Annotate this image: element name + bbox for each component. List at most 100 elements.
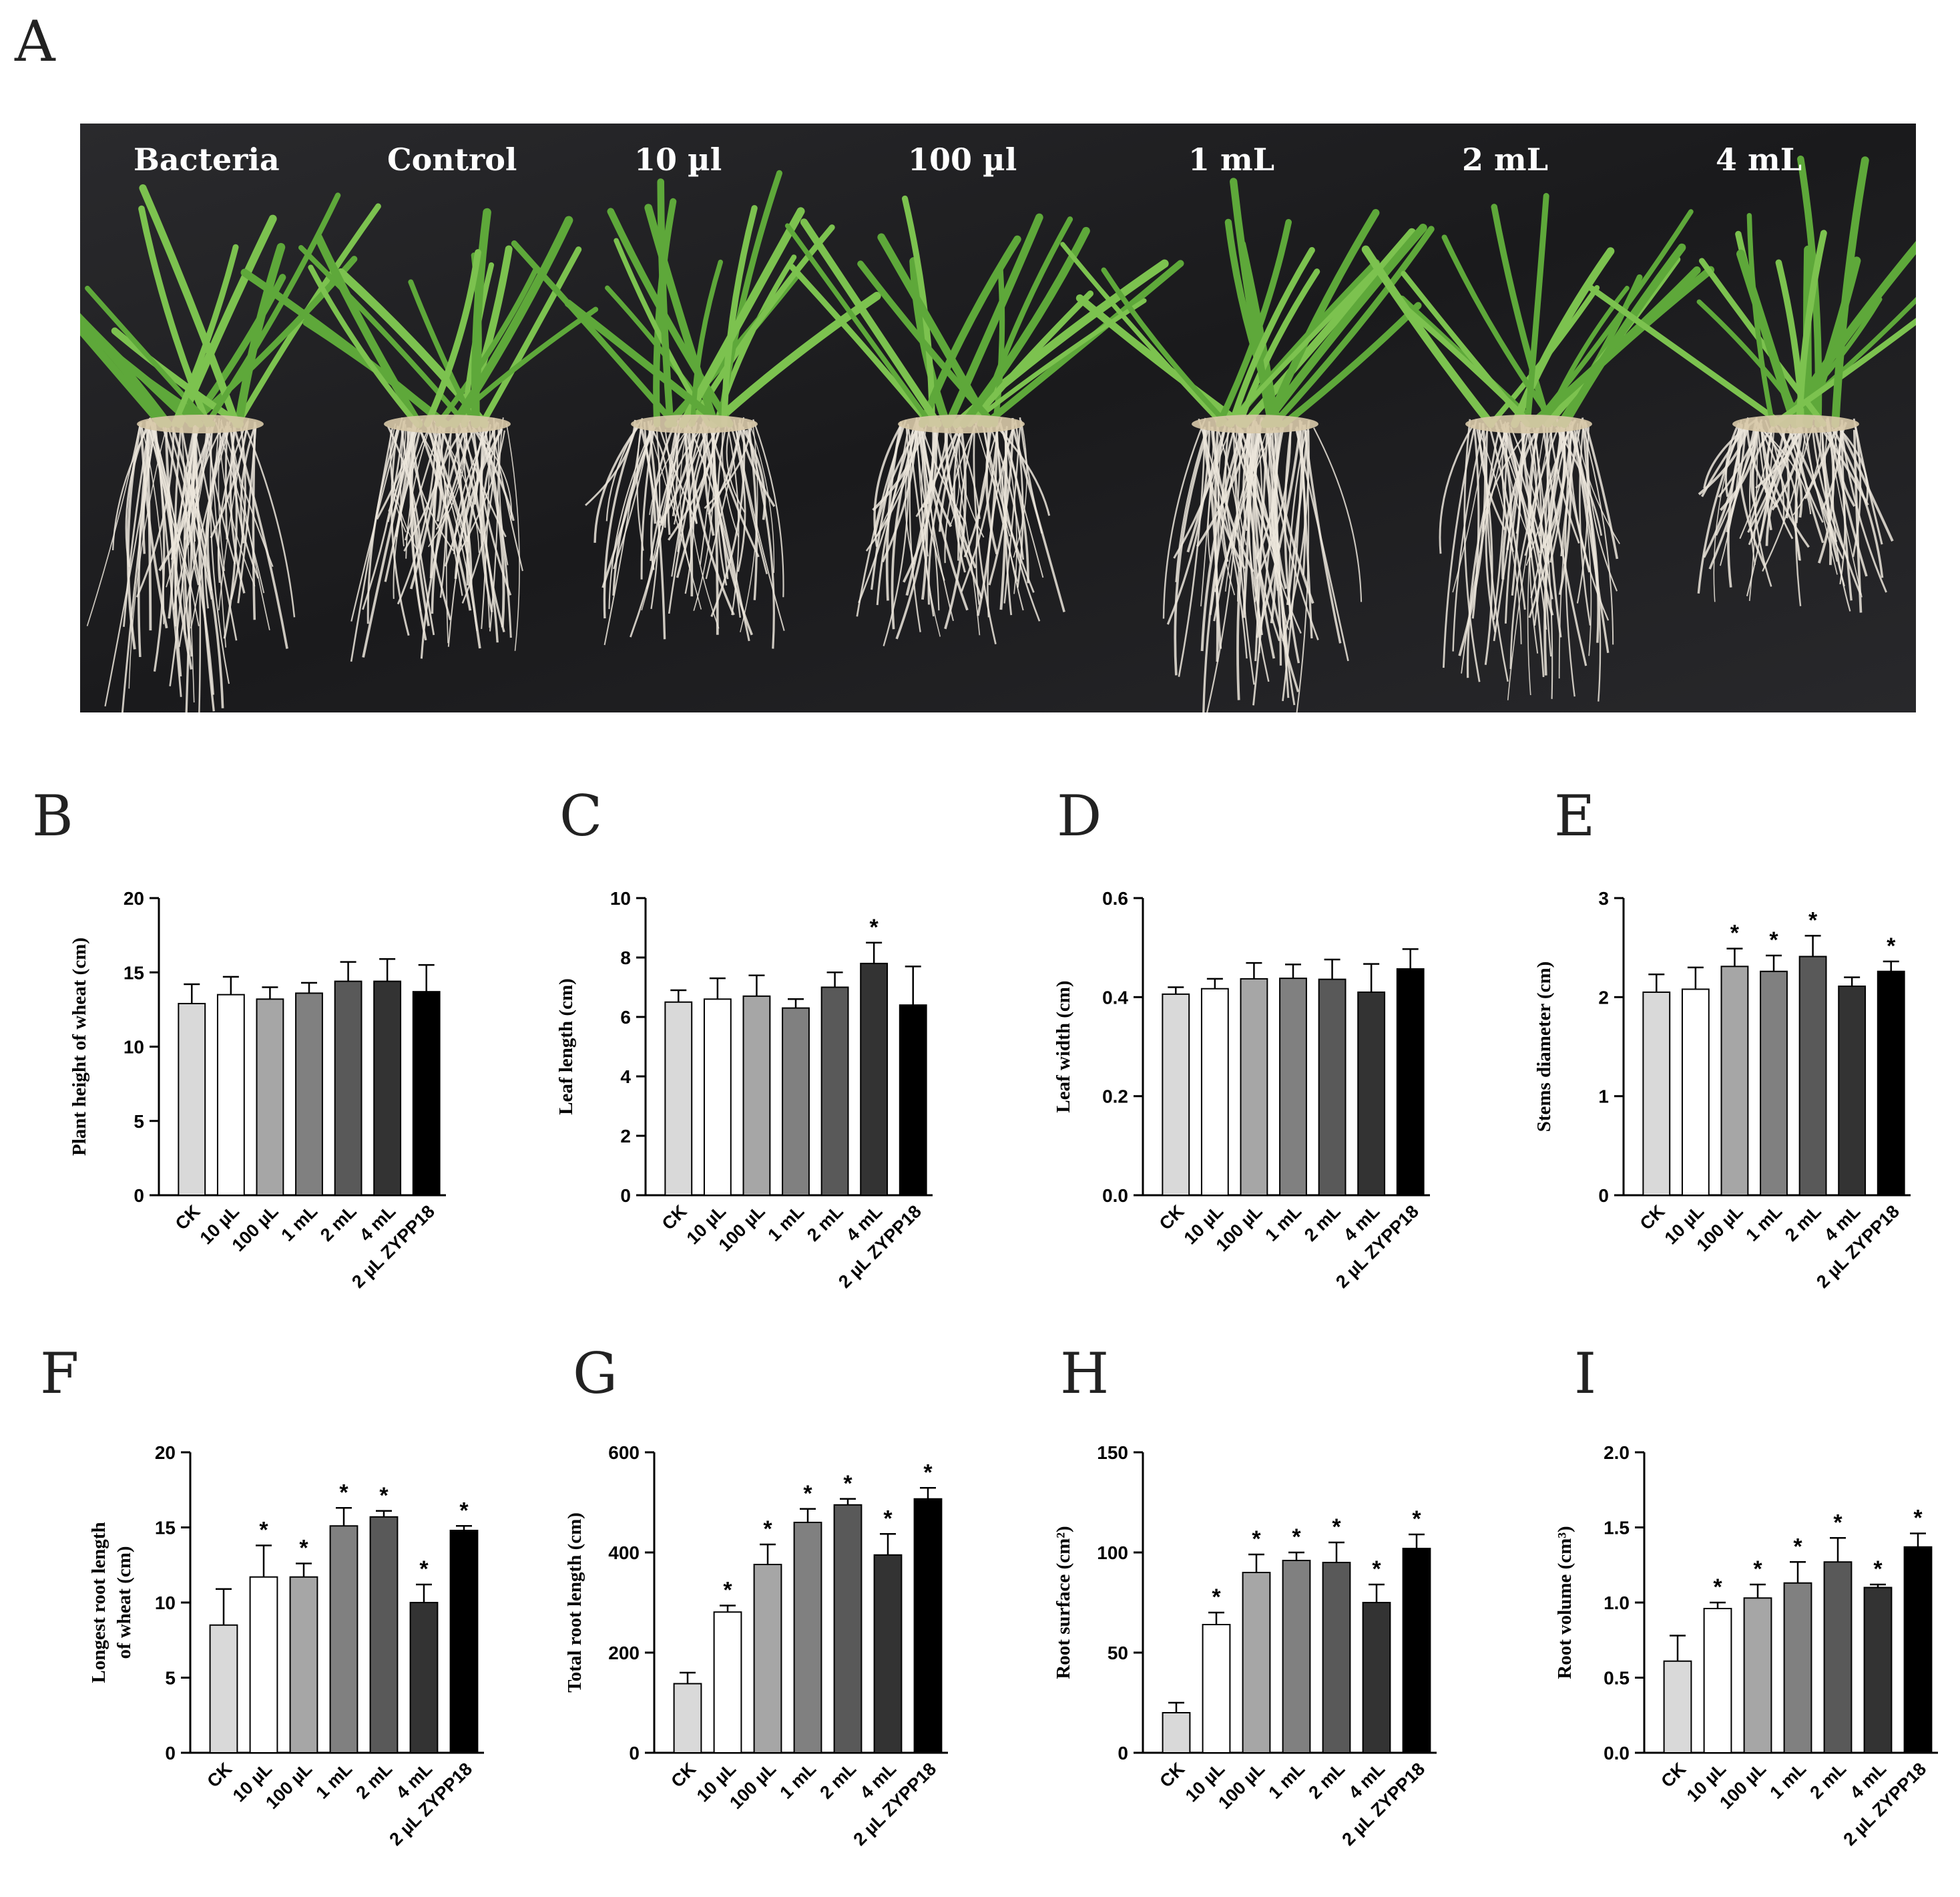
seedling-groups [80, 155, 1916, 712]
bar [449, 1530, 479, 1753]
bar [409, 1602, 439, 1753]
significance-marker: * [1713, 1574, 1722, 1600]
significance-marker: * [1913, 1506, 1923, 1531]
photo-label: Control [387, 142, 517, 178]
bar [703, 998, 732, 1197]
significance-marker: * [1212, 1585, 1221, 1610]
significance-marker: * [419, 1556, 429, 1582]
bar [899, 1004, 927, 1196]
y-tick-label: 10 [155, 1593, 176, 1613]
bar [249, 1576, 278, 1753]
y-tick-label: 0 [1118, 1743, 1128, 1763]
significance-marker: * [723, 1578, 732, 1603]
bar [209, 1624, 238, 1753]
y-axis-label: Total root length (cm) [564, 1512, 585, 1693]
y-tick-label: 1.5 [1604, 1518, 1630, 1538]
y-tick-label: 10 [124, 1037, 144, 1058]
bar [793, 1522, 822, 1753]
y-tick-label: 50 [1108, 1643, 1128, 1663]
y-axis-label: Root volume (cm³) [1554, 1526, 1575, 1679]
y-tick-label: 6 [620, 1007, 631, 1028]
y-tick-label: 0.0 [1604, 1743, 1630, 1763]
bar [1663, 1660, 1692, 1753]
photo-label: 10 µl [634, 142, 722, 178]
y-tick-label: 0 [620, 1185, 631, 1206]
significance-marker: * [1730, 921, 1740, 946]
significance-marker: * [870, 915, 879, 940]
x-tick-label: 2 mL [1806, 1759, 1850, 1803]
panel-label-a: A [15, 9, 55, 74]
x-tick-label: 100 µL [1716, 1759, 1770, 1813]
bar [256, 998, 284, 1197]
bar [1396, 968, 1425, 1197]
bar [369, 1516, 399, 1753]
bar [833, 1504, 863, 1753]
y-tick-label: 0 [629, 1743, 640, 1763]
significance-marker: * [763, 1516, 772, 1542]
bar [713, 1611, 742, 1753]
y-tick-label: 0 [1598, 1185, 1609, 1206]
bar [1357, 991, 1386, 1196]
bar [334, 980, 362, 1196]
significance-marker: * [299, 1536, 308, 1561]
bar [742, 995, 771, 1196]
y-axis-label: Root surface (cm²) [1053, 1526, 1074, 1679]
panel-label-b: B [32, 783, 73, 849]
bar [1200, 988, 1229, 1196]
bar [1760, 970, 1788, 1197]
y-tick-label: 15 [124, 962, 144, 983]
seedling-group [511, 170, 881, 649]
wheat-seedlings-photo: Bacteria Control 10 µl 100 µl 1 mL 2 mL 4 mL [80, 124, 1916, 712]
seedling-group [1361, 193, 1715, 702]
y-axis-label: Stems diameter (cm) [1533, 962, 1555, 1132]
bar [673, 1683, 702, 1753]
bar [295, 992, 323, 1197]
bar [216, 994, 245, 1196]
y-axis-label: Leaf width (cm) [1053, 980, 1074, 1112]
y-tick-label: 100 [1097, 1542, 1128, 1563]
significance-marker: * [883, 1506, 893, 1531]
y-tick-label: 600 [608, 1442, 640, 1463]
bar [1681, 988, 1710, 1196]
significance-marker: * [1753, 1556, 1762, 1582]
y-tick-label: 4 [620, 1066, 631, 1087]
seedling-group [784, 195, 1184, 646]
significance-marker: * [1833, 1510, 1843, 1535]
y-tick-label: 20 [124, 888, 144, 909]
bar [178, 1002, 206, 1196]
y-tick-label: 0 [165, 1743, 176, 1763]
significance-marker: * [843, 1471, 852, 1496]
y-tick-label: 8 [620, 947, 631, 968]
significance-marker: * [1412, 1506, 1421, 1532]
y-tick-label: 200 [608, 1643, 640, 1663]
y-axis-label: Plant height of wheat (cm) [69, 937, 90, 1156]
panel-label-e: E [1554, 783, 1596, 849]
y-tick-label: 1.0 [1604, 1593, 1630, 1613]
bar [1838, 986, 1867, 1197]
significance-marker: * [1332, 1514, 1341, 1540]
significance-marker: * [1887, 933, 1896, 959]
seedling-group [240, 208, 599, 662]
bar [1798, 956, 1827, 1197]
y-tick-label: 400 [608, 1542, 640, 1563]
y-tick-label: 0.5 [1604, 1668, 1630, 1689]
photo-label: Bacteria [134, 142, 280, 178]
seedling-group [1060, 178, 1435, 712]
bar [1703, 1608, 1732, 1753]
significance-marker: * [923, 1460, 933, 1485]
panel-label-c: C [559, 783, 603, 849]
bar [1279, 978, 1307, 1197]
y-axis-label: Leaf length (cm) [555, 978, 577, 1115]
bar [1823, 1561, 1853, 1753]
y-tick-label: 0 [134, 1185, 144, 1206]
significance-marker: * [1873, 1556, 1883, 1582]
bar [820, 986, 849, 1196]
y-tick-label: 0.2 [1102, 1086, 1128, 1107]
y-tick-label: 15 [155, 1518, 176, 1538]
significance-marker: * [1292, 1524, 1301, 1550]
significance-marker: * [1769, 927, 1778, 953]
